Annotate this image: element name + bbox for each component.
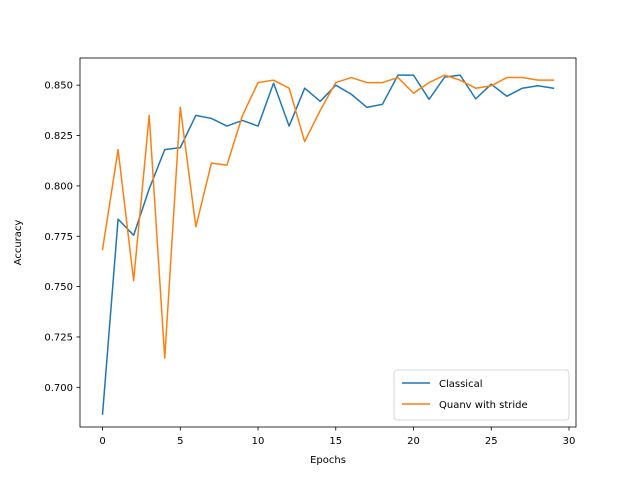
y-tick-label: 0.750 xyxy=(44,282,73,293)
y-tick-label: 0.825 xyxy=(44,131,73,142)
series-line-1 xyxy=(101,74,555,359)
x-tick-label: 15 xyxy=(329,436,342,447)
legend-label: Quanv with stride xyxy=(439,400,528,411)
plot-frame xyxy=(79,57,577,428)
x-tick-label: 25 xyxy=(485,436,498,447)
legend-label: Classical xyxy=(439,379,483,390)
x-tick-label: 5 xyxy=(177,436,183,447)
y-tick-label: 0.850 xyxy=(44,81,73,92)
x-axis: 0 5 10 15 20 25 30 xyxy=(99,427,575,447)
series-layer xyxy=(101,74,555,415)
y-axis: 0.700 0.725 0.750 0.775 0.800 0.825 0.850 xyxy=(44,81,80,394)
y-axis-label: Accuracy xyxy=(13,220,24,266)
x-tick-label: 30 xyxy=(563,436,576,447)
x-axis-label: Epochs xyxy=(310,455,346,466)
y-tick-label: 0.700 xyxy=(44,383,73,394)
x-tick-label: 10 xyxy=(252,436,265,447)
y-tick-label: 0.800 xyxy=(44,181,73,192)
legend-box xyxy=(393,369,570,421)
y-tick-label: 0.725 xyxy=(44,332,73,343)
legend: Classical Quanv with stride xyxy=(393,369,570,421)
y-tick-label: 0.775 xyxy=(44,232,73,243)
x-tick-label: 0 xyxy=(99,436,105,447)
x-tick-label: 20 xyxy=(407,436,420,447)
plot-area xyxy=(80,58,576,427)
